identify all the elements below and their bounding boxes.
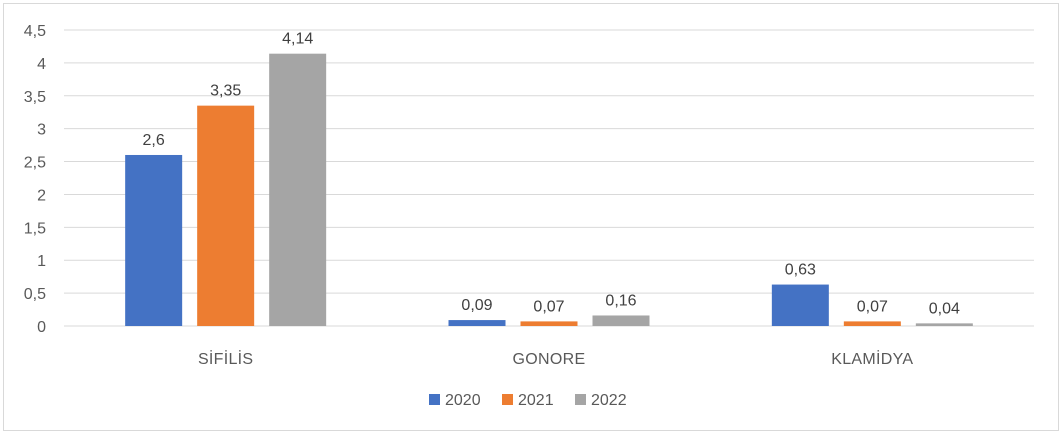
category-label: SİFİLİS	[198, 349, 253, 368]
data-label: 0,09	[461, 297, 492, 314]
y-tick-label: 1	[37, 253, 46, 270]
data-label: 0,63	[785, 262, 816, 279]
data-label: 2,6	[143, 132, 165, 149]
y-tick-label: 0,5	[24, 286, 46, 303]
bar-2022-1	[592, 315, 650, 326]
legend-label: 2021	[518, 392, 554, 409]
y-tick-label: 0	[37, 319, 46, 336]
y-tick-label: 4	[37, 56, 46, 73]
bar-2020-2	[771, 284, 829, 326]
y-tick-label: 3	[37, 122, 46, 139]
data-label: 0,16	[605, 292, 636, 309]
legend-swatch-2020	[429, 394, 440, 405]
y-tick-label: 3,5	[24, 89, 46, 106]
data-label: 4,14	[282, 31, 313, 48]
y-tick-label: 4,5	[24, 23, 46, 40]
y-tick-label: 2	[37, 187, 46, 204]
data-label: 0,07	[857, 298, 888, 315]
bar-2022-2	[915, 323, 973, 326]
legend-label: 2020	[445, 392, 481, 409]
y-tick-label: 2,5	[24, 155, 46, 172]
legend-swatch-2022	[575, 394, 586, 405]
y-tick-label: 1,5	[24, 220, 46, 237]
category-label: GONORE	[513, 351, 586, 368]
category-label: KLAMİDYA	[831, 349, 913, 368]
bar-2022-0	[269, 53, 327, 327]
legend-label: 2022	[591, 392, 627, 409]
data-label: 0,07	[533, 298, 564, 315]
bar-2021-0	[197, 105, 255, 327]
data-label: 3,35	[210, 83, 241, 100]
legend-swatch-2021	[502, 394, 513, 405]
data-label: 0,04	[929, 300, 960, 317]
bar-2021-2	[843, 321, 901, 326]
bar-2020-0	[125, 154, 183, 326]
bar-2021-1	[520, 321, 578, 326]
bar-2020-1	[448, 320, 506, 326]
